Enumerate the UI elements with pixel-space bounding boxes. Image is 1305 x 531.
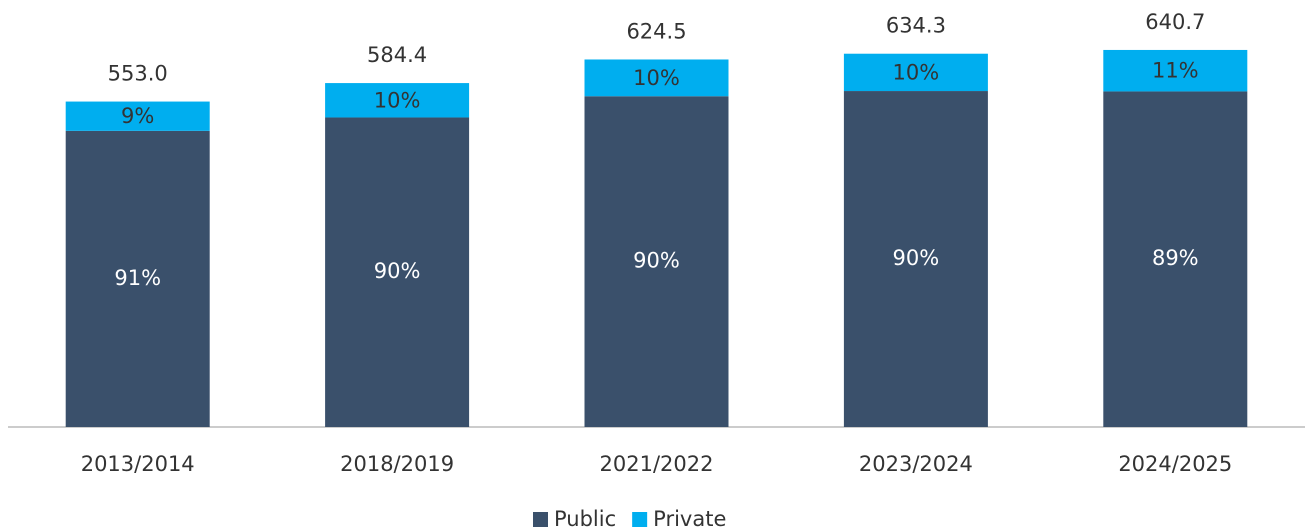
legend-swatch [533,512,548,527]
segment-label: 91% [114,266,161,290]
bar-segment [65,101,210,131]
segment-label: 90% [893,246,940,270]
segment-label: 10% [893,60,940,84]
segment-label: 90% [374,259,421,283]
segment-label: 9% [121,104,154,128]
x-tick-label: 2013/2014 [81,452,195,476]
x-tick-label: 2018/2019 [340,452,454,476]
x-tick-label: 2021/2022 [600,452,714,476]
bar-segment [325,83,470,118]
bar-segment [325,117,470,428]
bar-segment [584,59,729,97]
segment-label: 11% [1152,59,1199,83]
total-label: 584.4 [367,43,427,67]
bar-segment [1103,49,1248,92]
x-tick-label: 2024/2025 [1118,452,1232,476]
legend-label: Private [653,507,726,531]
segment-label: 90% [633,249,680,273]
bar-segment [1103,91,1248,427]
bar-segment [584,96,729,427]
legend-label: Public [554,507,616,531]
bar-segment [65,130,210,427]
total-label: 640.7 [1145,10,1205,34]
legend-swatch [632,512,648,527]
total-label: 634.3 [886,14,946,38]
segment-label: 10% [374,88,421,112]
segment-label: 10% [633,66,680,90]
bar-segment [843,91,988,428]
x-tick-label: 2023/2024 [859,452,973,476]
total-label: 624.5 [626,19,686,43]
bar-segment [843,53,988,92]
segment-label: 89% [1152,246,1199,270]
total-label: 553.0 [108,62,168,86]
